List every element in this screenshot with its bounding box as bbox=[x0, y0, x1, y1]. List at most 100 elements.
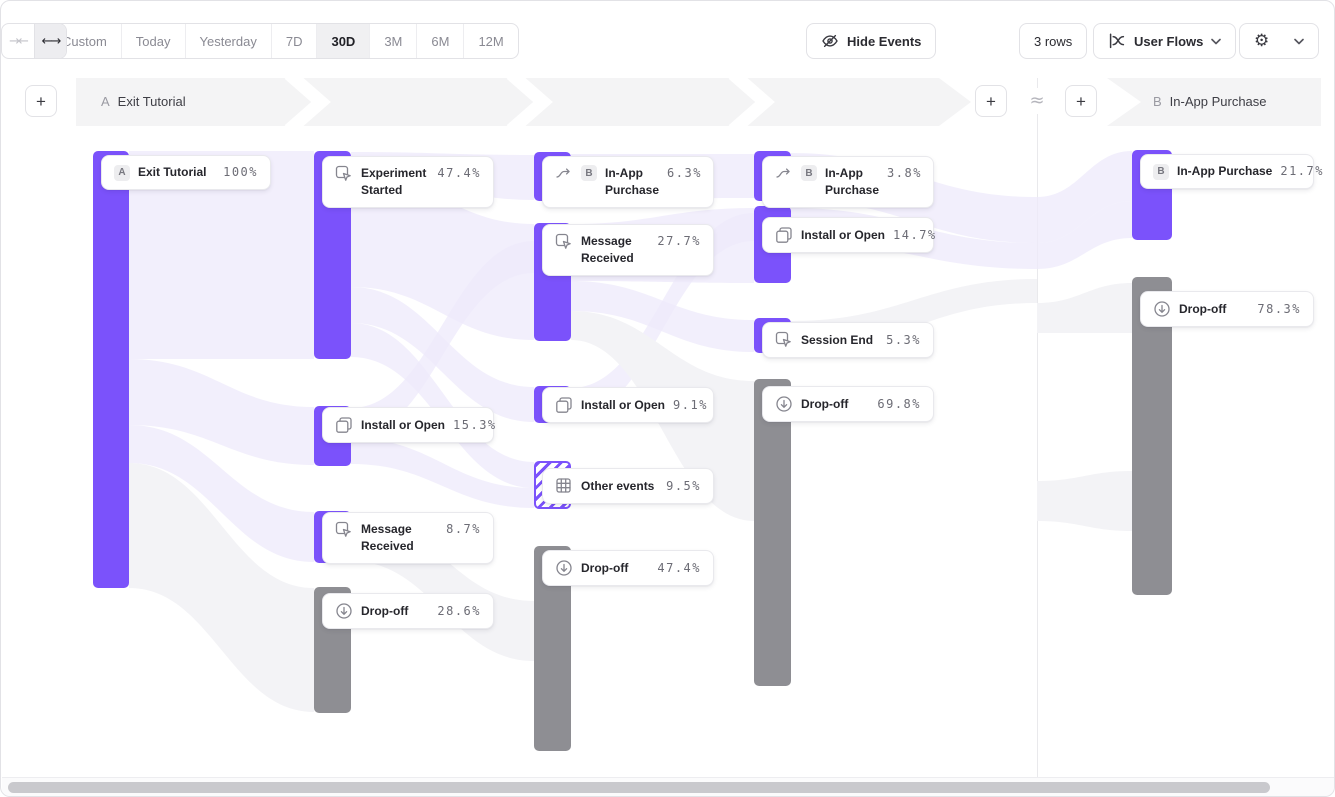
flow-a-title: Exit Tutorial bbox=[117, 94, 186, 109]
arrow-down-circle-icon bbox=[556, 560, 572, 576]
copy-window-icon bbox=[556, 397, 572, 413]
user-flows-icon bbox=[1109, 33, 1125, 49]
expand-columns-button[interactable]: ←→ bbox=[34, 24, 66, 58]
node-percent: 3.8% bbox=[887, 166, 922, 180]
date-range-picker: Custom Today Yesterday 7D 30D 3M 6M 12M bbox=[23, 23, 519, 59]
collapse-columns-button[interactable]: →← bbox=[2, 24, 34, 58]
flow-a-header[interactable]: A Exit Tutorial bbox=[101, 94, 186, 109]
add-step-button-start-b[interactable]: + bbox=[1065, 85, 1097, 117]
view-selector-label: User Flows bbox=[1134, 33, 1204, 49]
arrow-down-circle-icon bbox=[1154, 301, 1170, 317]
flow-a-badge: A bbox=[101, 94, 110, 109]
flow-node-dropoff[interactable]: Drop-off 47.4% bbox=[542, 550, 714, 586]
date-range-yesterday[interactable]: Yesterday bbox=[184, 24, 271, 58]
node-percent: 5.3% bbox=[886, 332, 921, 347]
eye-off-icon bbox=[822, 34, 838, 48]
jump-arrow-icon bbox=[776, 168, 790, 178]
node-percent: 14.7% bbox=[893, 227, 937, 242]
date-range-6m[interactable]: 6M bbox=[416, 24, 463, 58]
add-step-button-end-a[interactable]: + bbox=[975, 85, 1007, 117]
date-range-3m[interactable]: 3M bbox=[369, 24, 416, 58]
node-label: Other events bbox=[581, 478, 655, 493]
arrows-in-icon: →← bbox=[9, 33, 29, 49]
chevron-down-icon bbox=[1294, 38, 1304, 44]
node-percent: 78.3% bbox=[1257, 301, 1301, 316]
band-chevron-separator bbox=[728, 78, 775, 126]
node-label: Exit Tutorial bbox=[138, 165, 207, 179]
date-range-12m[interactable]: 12M bbox=[463, 24, 517, 58]
node-label: Session End bbox=[801, 332, 874, 347]
node-percent: 9.5% bbox=[666, 478, 701, 493]
band-chevron-separator bbox=[284, 78, 331, 126]
rows-count-label: 3 rows bbox=[1034, 33, 1073, 49]
add-step-button-left[interactable]: + bbox=[25, 85, 57, 117]
flow-node-exit-tutorial[interactable]: A Exit Tutorial 100% bbox=[101, 155, 271, 190]
date-range-today[interactable]: Today bbox=[120, 24, 185, 58]
node-percent: 21.7% bbox=[1280, 164, 1324, 178]
pointer-click-icon bbox=[775, 331, 791, 347]
flow-node-dropoff[interactable]: Drop-off 28.6% bbox=[322, 593, 494, 629]
copy-window-icon bbox=[776, 227, 792, 243]
copy-window-icon bbox=[336, 417, 352, 433]
flow-node-inapp-purchase[interactable]: B In-App Purchase 3.8% bbox=[762, 156, 934, 208]
flow-node-session-end[interactable]: Session End 5.3% bbox=[762, 322, 934, 358]
step-b-badge: B bbox=[581, 165, 597, 181]
node-label: Drop-off bbox=[1179, 301, 1227, 316]
arrow-down-circle-icon bbox=[776, 396, 792, 412]
node-percent: 27.7% bbox=[657, 234, 701, 248]
flow-node-message-received[interactable]: Message Received 8.7% bbox=[322, 512, 494, 564]
node-label: Install or Open bbox=[581, 397, 666, 412]
node-percent: 6.3% bbox=[667, 166, 702, 180]
band-flow-b[interactable] bbox=[1107, 78, 1321, 126]
node-label: Install or Open bbox=[801, 227, 886, 242]
date-range-30d[interactable]: 30D bbox=[316, 24, 370, 58]
flow-b-header[interactable]: B In-App Purchase bbox=[1153, 94, 1267, 109]
node-percent: 15.3% bbox=[453, 417, 497, 432]
rows-count-button[interactable]: 3 rows bbox=[1019, 23, 1088, 59]
hide-events-button[interactable]: Hide Events bbox=[806, 23, 937, 59]
hide-events-label: Hide Events bbox=[847, 33, 922, 49]
grid-icon bbox=[556, 478, 571, 493]
flow-node-other-events[interactable]: Other events 9.5% bbox=[542, 468, 714, 504]
node-percent: 8.7% bbox=[446, 522, 481, 536]
collapse-expand-toggle: →← ←→ bbox=[1, 23, 67, 59]
band-chevron-separator bbox=[506, 78, 553, 126]
node-percent: 100% bbox=[223, 165, 258, 179]
node-label: Drop-off bbox=[581, 560, 629, 575]
node-percent: 47.4% bbox=[657, 560, 701, 575]
flow-node-experiment-started[interactable]: Experiment Started 47.4% bbox=[322, 156, 494, 208]
horizontal-scrollbar-track bbox=[2, 777, 1334, 796]
flow-node-inapp-purchase-b[interactable]: B In-App Purchase 21.7% bbox=[1140, 154, 1322, 189]
node-label: Experiment Started bbox=[361, 166, 427, 197]
node-percent: 47.4% bbox=[437, 166, 481, 180]
flow-node-install-or-open[interactable]: Install or Open 14.7% bbox=[762, 217, 937, 253]
arrow-down-circle-icon bbox=[336, 603, 352, 619]
flow-node-message-received[interactable]: Message Received 27.7% bbox=[542, 224, 714, 276]
node-label: Message Received bbox=[581, 234, 634, 265]
flow-node-install-or-open[interactable]: Install or Open 15.3% bbox=[322, 407, 497, 443]
node-bar-exit-tutorial bbox=[93, 151, 129, 588]
pointer-click-icon bbox=[335, 521, 351, 537]
step-b-badge: B bbox=[1153, 163, 1169, 180]
flow-node-install-or-open[interactable]: Install or Open 9.1% bbox=[542, 387, 714, 423]
jump-arrow-icon bbox=[556, 168, 570, 178]
flow-b-title: In-App Purchase bbox=[1169, 94, 1267, 109]
node-label: In-App Purchase bbox=[1177, 164, 1273, 178]
arrows-out-icon: ←→ bbox=[41, 33, 62, 49]
horizontal-scrollbar-thumb[interactable] bbox=[8, 782, 1270, 793]
flow-ribbon-group bbox=[129, 151, 1132, 562]
flow-node-inapp-purchase[interactable]: B In-App Purchase 6.3% bbox=[542, 156, 714, 208]
node-label: Install or Open bbox=[361, 417, 446, 432]
flow-node-dropoff[interactable]: Drop-off 69.8% bbox=[762, 386, 934, 422]
chevron-down-icon bbox=[1211, 38, 1222, 44]
section-divider bbox=[1037, 78, 1038, 777]
step-b-badge: B bbox=[801, 165, 817, 181]
node-label: Drop-off bbox=[801, 396, 849, 411]
settings-dropdown[interactable]: ⚙ bbox=[1239, 23, 1319, 59]
date-range-7d[interactable]: 7D bbox=[270, 24, 317, 58]
view-selector-dropdown[interactable]: User Flows bbox=[1093, 23, 1237, 59]
flow-node-dropoff-b[interactable]: Drop-off 78.3% bbox=[1140, 291, 1314, 327]
node-label: Message Received bbox=[361, 522, 414, 553]
node-percent: 9.1% bbox=[673, 397, 708, 412]
